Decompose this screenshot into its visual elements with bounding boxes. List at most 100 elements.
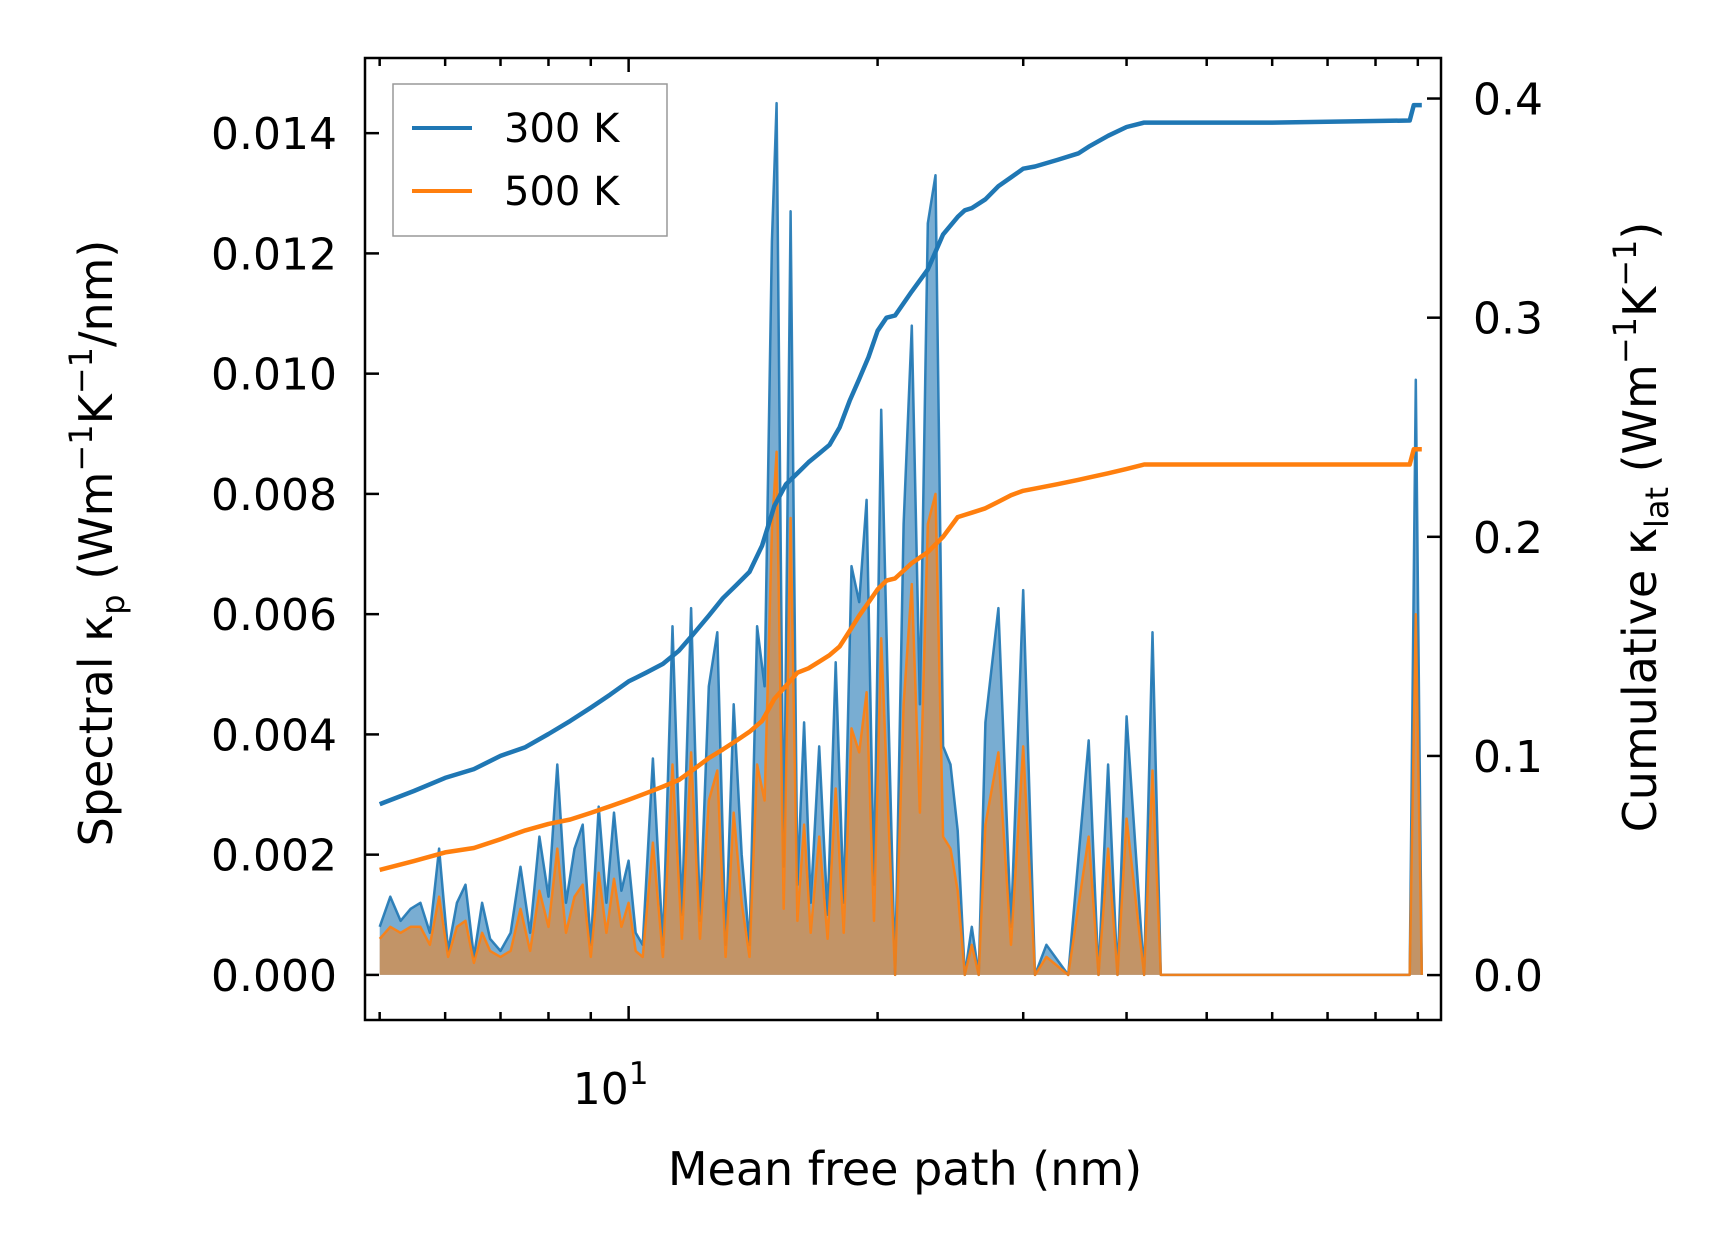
y-left-tick-label: 0.006 <box>211 590 337 641</box>
spectral-lines <box>378 101 1424 977</box>
spectral-point-500k <box>582 884 584 886</box>
spectral-point-300k <box>716 631 718 633</box>
axis-ticks <box>365 58 1441 1020</box>
spectral-point-500k <box>1034 974 1036 976</box>
spectral-point-500k <box>716 769 718 771</box>
spectral-point-500k <box>741 902 743 904</box>
spectral-point-500k <box>1067 974 1069 976</box>
spectral-point-300k <box>919 703 921 705</box>
spectral-point-300k <box>887 703 889 705</box>
spectral-point-300k <box>556 763 558 765</box>
spectral-point-500k <box>771 529 773 531</box>
spectral-point-500k <box>409 926 411 928</box>
spectral-point-300k <box>635 932 637 934</box>
spectral-point-300k <box>605 902 607 904</box>
spectral-point-300k <box>1088 739 1090 741</box>
spectral-point-500k <box>763 799 765 801</box>
spectral-point-500k <box>978 974 980 976</box>
spectral-point-500k <box>556 847 558 849</box>
spectral-point-500k <box>529 950 531 952</box>
spectral-point-300k <box>538 835 540 837</box>
spectral-point-500k <box>902 703 904 705</box>
spectral-point-500k <box>843 932 845 934</box>
spectral-point-500k <box>1097 974 1099 976</box>
spectral-point-300k <box>509 932 511 934</box>
spectral-point-500k <box>810 932 812 934</box>
legend-label-300k: 300 K <box>504 106 621 152</box>
spectral-point-500k <box>662 956 664 958</box>
spectral-point-500k <box>605 932 607 934</box>
spectral-point-300k <box>1151 631 1153 633</box>
spectral-point-500k <box>573 896 575 898</box>
spectral-point-500k <box>509 950 511 952</box>
spectral-point-300k <box>1022 589 1024 591</box>
spectral-point-500k <box>708 799 710 801</box>
spectral-point-300k <box>464 884 466 886</box>
spectral-point-500k <box>1010 944 1012 946</box>
spectral-point-500k <box>942 835 944 837</box>
spectral-point-300k <box>708 685 710 687</box>
spectral-point-300k <box>850 565 852 567</box>
spectral-point-300k <box>775 102 777 104</box>
spectral-point-500k <box>1160 974 1162 976</box>
spectral-point-300k <box>818 745 820 747</box>
spectral-point-500k <box>499 956 501 958</box>
spectral-point-500k <box>796 920 798 922</box>
x-tick-label: 101 <box>573 1056 649 1115</box>
spectral-point-500k <box>1415 613 1417 615</box>
spectral-point-300k <box>613 811 615 813</box>
spectral-point-500k <box>818 835 820 837</box>
cumulative-lines <box>378 102 1422 873</box>
spectral-point-500k <box>627 902 629 904</box>
spectral-line-300k <box>378 101 1424 977</box>
spectral-point-300k <box>429 932 431 934</box>
spectral-point-500k <box>690 751 692 753</box>
spectral-point-500k <box>1022 745 1024 747</box>
spectral-point-500k <box>620 926 622 928</box>
spectral-point-500k <box>789 517 791 519</box>
spectral-point-300k <box>671 625 673 627</box>
cumulative-line-500k <box>379 446 1422 873</box>
spectral-point-500k <box>1116 974 1118 976</box>
spectral-point-500k <box>538 890 540 892</box>
spectral-point-300k <box>489 938 491 940</box>
y-right-tick-label: 0.0 <box>1473 951 1543 1002</box>
spectral-point-500k <box>887 811 889 813</box>
spectral-point-300k <box>620 890 622 892</box>
y-left-tick-label: 0.014 <box>211 109 337 160</box>
spectral-point-300k <box>858 601 860 603</box>
spectral-point-300k <box>927 222 929 224</box>
y-left-tick-label: 0.004 <box>211 710 337 761</box>
y-right-tick-label: 0.2 <box>1473 513 1543 564</box>
cumulative-line-300k <box>378 102 1422 807</box>
spectral-point-300k <box>652 757 654 759</box>
spectral-point-500k <box>456 926 458 928</box>
spectral-point-500k <box>464 920 466 922</box>
spectral-point-300k <box>519 866 521 868</box>
spectral-point-300k <box>1107 763 1109 765</box>
spectral-point-300k <box>763 685 765 687</box>
spectral-point-500k <box>429 944 431 946</box>
spectral-point-300k <box>1045 944 1047 946</box>
spectral-point-500k <box>880 637 882 639</box>
spectral-point-500k <box>873 920 875 922</box>
spectral-point-300k <box>949 763 951 765</box>
spectral-point-300k <box>1125 715 1127 717</box>
spectral-point-300k <box>733 703 735 705</box>
spectral-point-300k <box>934 174 936 176</box>
x-axis-title: Mean free path (nm) <box>668 1142 1142 1196</box>
spectral-point-300k <box>789 210 791 212</box>
spectral-point-500k <box>598 872 600 874</box>
spectral-point-300k <box>481 902 483 904</box>
spectral-point-300k <box>565 902 567 904</box>
spectral-point-500k <box>927 523 929 525</box>
spectral-point-500k <box>984 823 986 825</box>
spectral-point-500k <box>949 847 951 849</box>
spectral-point-500k <box>783 908 785 910</box>
spectral-line-500k <box>378 450 1424 977</box>
y-left-tick-label: 0.008 <box>211 470 337 521</box>
spectral-point-500k <box>850 727 852 729</box>
y-right-tick-label: 0.3 <box>1473 294 1543 345</box>
y-axis-left-title: Spectral κp (Wm−1K−1/nm) <box>62 240 132 847</box>
